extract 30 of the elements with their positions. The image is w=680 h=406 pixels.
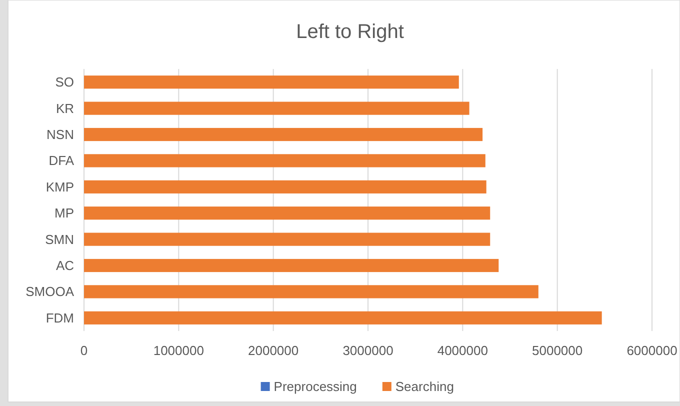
x-tick-label: 5000000 (532, 343, 583, 358)
legend-label: Preprocessing (274, 379, 357, 394)
y-tick-label: SMN (45, 232, 74, 247)
bar (84, 102, 470, 115)
x-tick-label: 4000000 (437, 343, 488, 358)
y-tick-label: KR (56, 100, 74, 116)
bar (84, 154, 486, 168)
y-tick-label: AC (56, 258, 74, 273)
y-tick-label: DFA (48, 153, 74, 168)
x-tick-label: 3000000 (342, 343, 394, 358)
y-tick-label: NSN (46, 127, 74, 142)
bar (84, 206, 490, 220)
bar (84, 258, 499, 272)
y-tick-label: MP (54, 206, 74, 221)
x-tick-label: 2000000 (248, 343, 299, 358)
bar (84, 180, 486, 194)
y-tick-label: SMOOA (26, 284, 74, 300)
y-tick-label: FDM (46, 310, 74, 326)
bar (84, 76, 459, 89)
x-tick-label: 1000000 (153, 343, 204, 358)
bar (84, 285, 538, 298)
x-tick-label: 6000000 (626, 343, 678, 358)
y-tick-label: KMP (46, 179, 74, 194)
bar (84, 311, 602, 324)
x-tick-label: 0 (80, 343, 88, 358)
y-tick-label: SO (55, 74, 74, 90)
bar (84, 232, 490, 246)
bar (84, 128, 483, 142)
chart-title: Left to Right (296, 21, 404, 43)
legend-label: Searching (395, 379, 454, 394)
